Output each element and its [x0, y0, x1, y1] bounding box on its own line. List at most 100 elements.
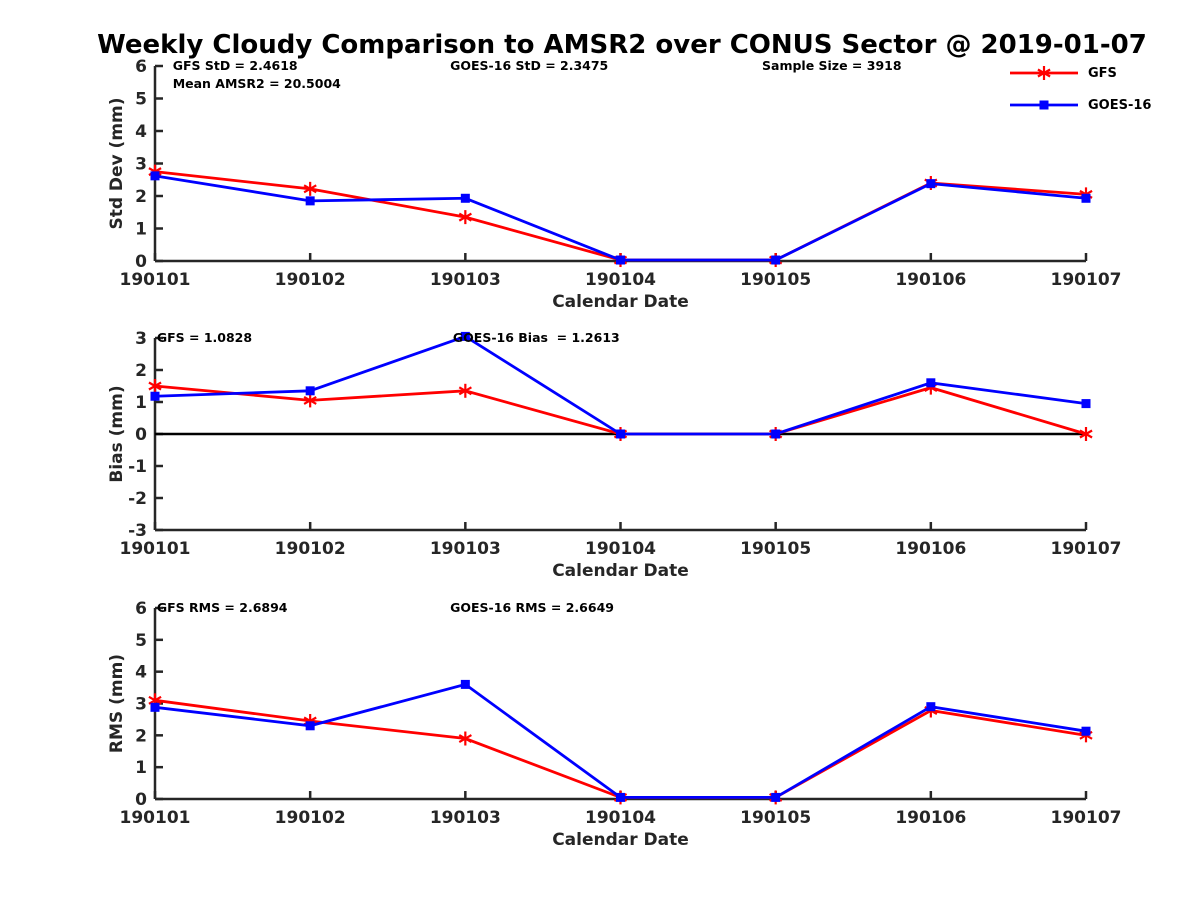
subplot-bias: -3 -2 -1 0 1 2 3 190101 190102 190103 190104 190105…: [107, 329, 1121, 581]
square-marker: [616, 429, 625, 439]
square-marker: [616, 255, 625, 265]
square-marker: [460, 331, 470, 341]
x-tick-label: 190101: [120, 270, 191, 290]
annotation: Mean AMSR2 = 20.5004: [173, 76, 341, 91]
series-goes-16: [150, 171, 1091, 265]
x-tick-label: 190106: [895, 270, 966, 290]
x-axis-label: Calendar Date: [552, 292, 689, 312]
annotation: GFS = 1.0828: [157, 330, 252, 345]
gfs-line-swatch: [1010, 66, 1078, 80]
asterisk-marker: [458, 383, 472, 398]
square-marker: [1081, 399, 1091, 409]
x-tick-label: 190105: [740, 270, 811, 290]
square-marker: [926, 702, 936, 712]
x-tick-label: 190105: [740, 808, 811, 828]
asterisk-marker: [458, 731, 472, 746]
goes16-line-swatch: [1010, 100, 1078, 110]
y-tick-label: 2: [135, 726, 147, 746]
x-tick-label: 190106: [895, 808, 966, 828]
square-marker: [305, 196, 315, 206]
x-tick-label: 190101: [120, 808, 191, 828]
x-tick-label: 190102: [275, 270, 346, 290]
y-tick-label: 3: [135, 695, 147, 715]
x-tick-label: 190104: [585, 539, 656, 559]
y-tick-label: -3: [128, 521, 147, 541]
square-marker: [926, 378, 936, 388]
x-tick-label: 190104: [585, 808, 656, 828]
y-tick-label: -2: [128, 489, 147, 509]
axes: [153, 606, 1088, 801]
asterisk-marker: [303, 393, 317, 408]
legend-label-goes16: GOES-16: [1088, 97, 1152, 113]
y-tick-label: -1: [128, 457, 147, 477]
legend-item-goes16: GOES-16: [1008, 97, 1151, 113]
x-axis-label: Calendar Date: [552, 561, 689, 581]
square-marker: [1081, 193, 1091, 203]
y-tick-label: 5: [135, 90, 147, 110]
y-tick-label: 1: [135, 220, 147, 240]
y-tick-label: 4: [135, 663, 147, 683]
x-tick-label: 190102: [275, 808, 346, 828]
legend-label-gfs: GFS: [1088, 65, 1117, 81]
y-tick-label: 0: [135, 425, 147, 445]
axes: [153, 64, 1088, 263]
chart-title: Weekly Cloudy Comparison to AMSR2 over C…: [97, 30, 1147, 60]
x-tick-label: 190101: [120, 539, 191, 559]
asterisk-marker: [148, 379, 162, 393]
square-marker: [1081, 726, 1091, 736]
tick-labels: 0 1 2 3 4 5 6 190101 190102 190103 190104 190105 190…: [120, 599, 1122, 828]
square-marker: [460, 679, 470, 689]
y-axis-label: RMS (mm): [107, 654, 127, 753]
x-tick-label: 190103: [430, 539, 501, 559]
asterisk-marker: [458, 210, 472, 225]
x-axis-label: Calendar Date: [552, 830, 689, 850]
x-tick-label: 190106: [895, 539, 966, 559]
square-marker: [771, 255, 781, 265]
x-tick-label: 190103: [430, 808, 501, 828]
y-tick-label: 3: [135, 155, 147, 175]
series-goes-16: [150, 679, 1091, 802]
annotation: GOES-16 StD = 2.3475: [450, 58, 608, 73]
x-tick-label: 190105: [740, 539, 811, 559]
square-marker: [926, 179, 936, 189]
legend: GFS GOES-16: [1008, 65, 1151, 129]
subplot-rms: 0 1 2 3 4 5 6 190101 190102 190103 190104 190105 190…: [107, 599, 1121, 850]
series-goes-16: [150, 331, 1091, 439]
square-marker: [150, 171, 160, 181]
square-marker: [150, 702, 160, 712]
square-marker: [305, 721, 315, 731]
series-line: [154, 682, 1087, 799]
y-tick-label: 3: [135, 329, 147, 349]
y-tick-label: 1: [135, 758, 147, 778]
x-tick-label: 190107: [1051, 808, 1122, 828]
annotation: GOES-16 Bias = 1.2613: [453, 330, 620, 345]
square-marker: [771, 792, 781, 802]
y-tick-label: 2: [135, 361, 147, 381]
annotation: GFS RMS = 2.6894: [157, 600, 288, 615]
asterisk-marker: [1079, 427, 1093, 441]
square-marker: [150, 391, 160, 401]
annotation: GOES-16 RMS = 2.6649: [450, 600, 614, 615]
y-tick-label: 6: [135, 599, 147, 619]
series-line: [154, 698, 1087, 799]
annotation: Sample Size = 3918: [762, 58, 902, 73]
series-gfs: [148, 164, 1093, 268]
tick-labels: -3 -2 -1 0 1 2 3 190101 190102 190103 190104 190105…: [120, 329, 1122, 559]
square-marker: [616, 792, 625, 802]
square-marker: [305, 386, 315, 396]
y-axis-label: Std Dev (mm): [107, 97, 127, 229]
series-line: [154, 384, 1087, 436]
tick-labels: 0 1 2 3 4 5 6 190101 190102 190103 190104 190105 190…: [120, 57, 1122, 290]
x-tick-label: 190107: [1051, 539, 1122, 559]
asterisk-marker: [1037, 66, 1051, 80]
y-tick-label: 1: [135, 393, 147, 413]
asterisk-marker: [303, 181, 317, 196]
x-tick-label: 190102: [275, 539, 346, 559]
y-tick-label: 5: [135, 631, 147, 651]
y-tick-label: 0: [135, 252, 147, 272]
x-tick-label: 190103: [430, 270, 501, 290]
series-line: [154, 334, 1087, 436]
square-marker: [1039, 100, 1049, 110]
